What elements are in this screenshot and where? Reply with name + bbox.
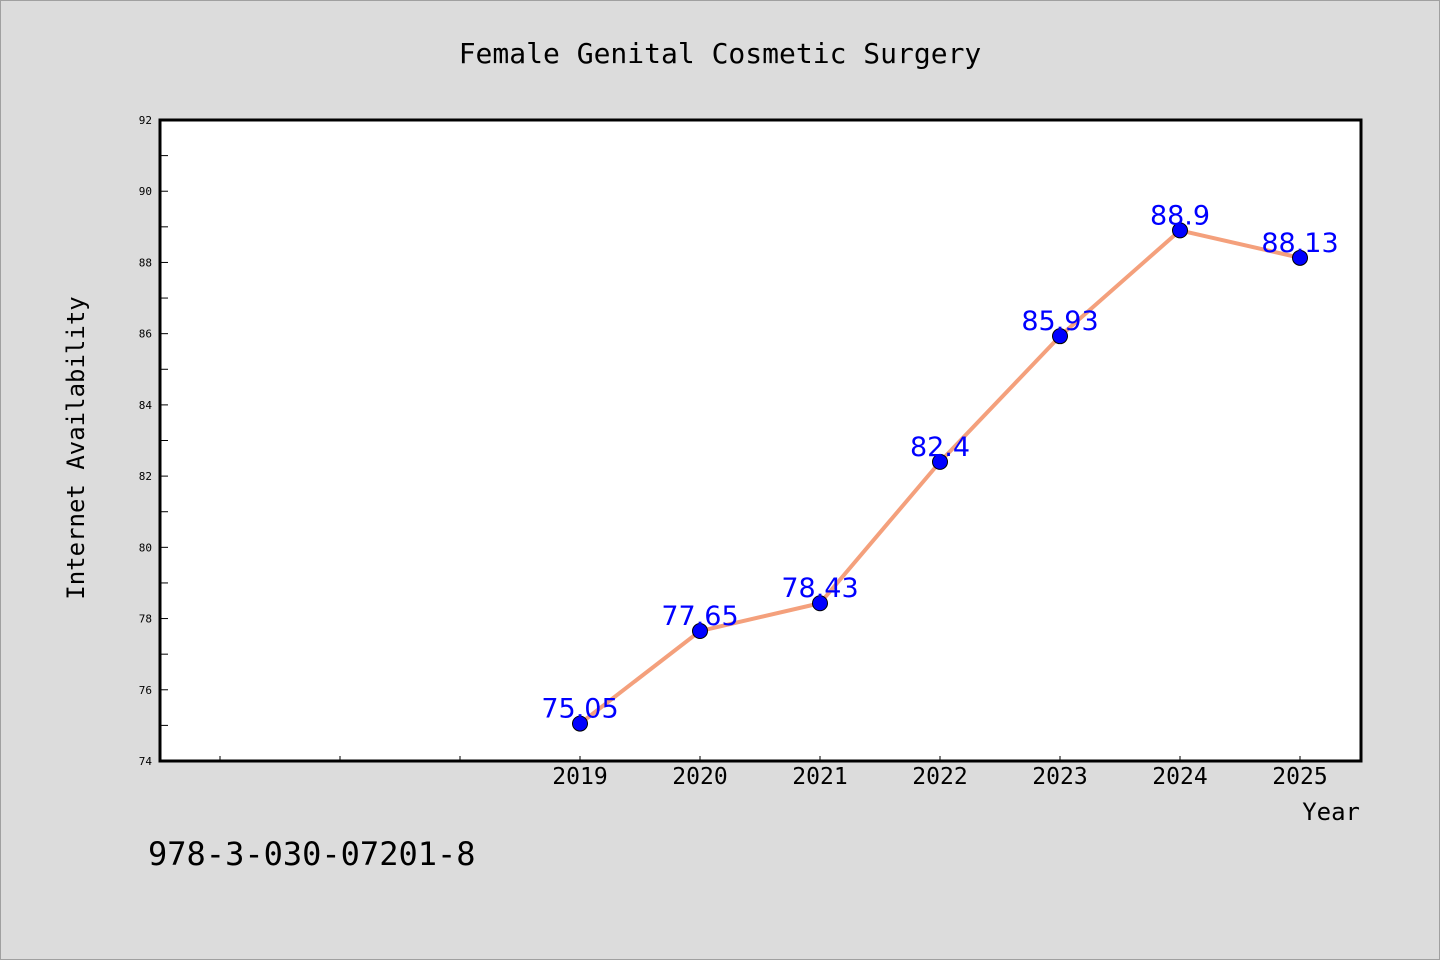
y-tick-label: 76	[139, 684, 152, 697]
data-label: 75.05	[541, 694, 618, 725]
x-tick-label: 2020	[672, 764, 727, 790]
x-tick-label: 2019	[552, 764, 607, 790]
footer-text: 978-3-030-07201-8	[148, 835, 476, 873]
data-labels: 75.05 77.65 78.43 82.4 85.93 88.9 88.13	[541, 200, 1338, 724]
plot-area	[158, 118, 1363, 763]
data-point	[932, 453, 948, 470]
x-tick-label: 2023	[1032, 764, 1087, 790]
y-axis-label: Internet Availability	[62, 296, 90, 599]
series-layer	[572, 222, 1308, 732]
y-tick-label: 82	[139, 470, 152, 483]
x-tick-label: 2022	[912, 764, 967, 790]
x-axis-label: Year	[1302, 798, 1360, 826]
y-tick-label: 84	[139, 399, 153, 412]
y-tick-label: 80	[139, 541, 152, 554]
data-label: 82.4	[910, 432, 970, 463]
data-point	[692, 623, 708, 640]
y-tick-label: 92	[139, 114, 152, 127]
y-tick-label: 78	[139, 613, 152, 626]
y-tick-label: 74	[139, 755, 153, 768]
data-label: 85.93	[1021, 306, 1098, 337]
data-point	[1172, 222, 1188, 239]
data-label: 88.9	[1150, 200, 1210, 231]
x-tick-label: 2024	[1152, 764, 1207, 790]
y-tick-label: 88	[139, 256, 152, 269]
data-label: 78.43	[781, 573, 858, 604]
data-point	[572, 715, 588, 732]
data-point	[1292, 249, 1308, 266]
y-axis: 74 76 78 80 82 84 86 88 90 92	[139, 114, 168, 768]
chart-title: Female Genital Cosmetic Surgery	[459, 37, 982, 70]
data-point	[1052, 328, 1068, 345]
data-point	[812, 595, 828, 612]
data-label: 88.13	[1261, 228, 1338, 259]
x-tick-label: 2021	[792, 764, 847, 790]
y-tick-label: 90	[139, 185, 152, 198]
y-tick-label: 86	[139, 328, 152, 341]
data-label: 77.65	[661, 601, 738, 632]
x-axis: 2019 2020 2021 2022 2023 2024 2025	[219, 756, 1328, 790]
x-tick-label: 2025	[1272, 764, 1327, 790]
